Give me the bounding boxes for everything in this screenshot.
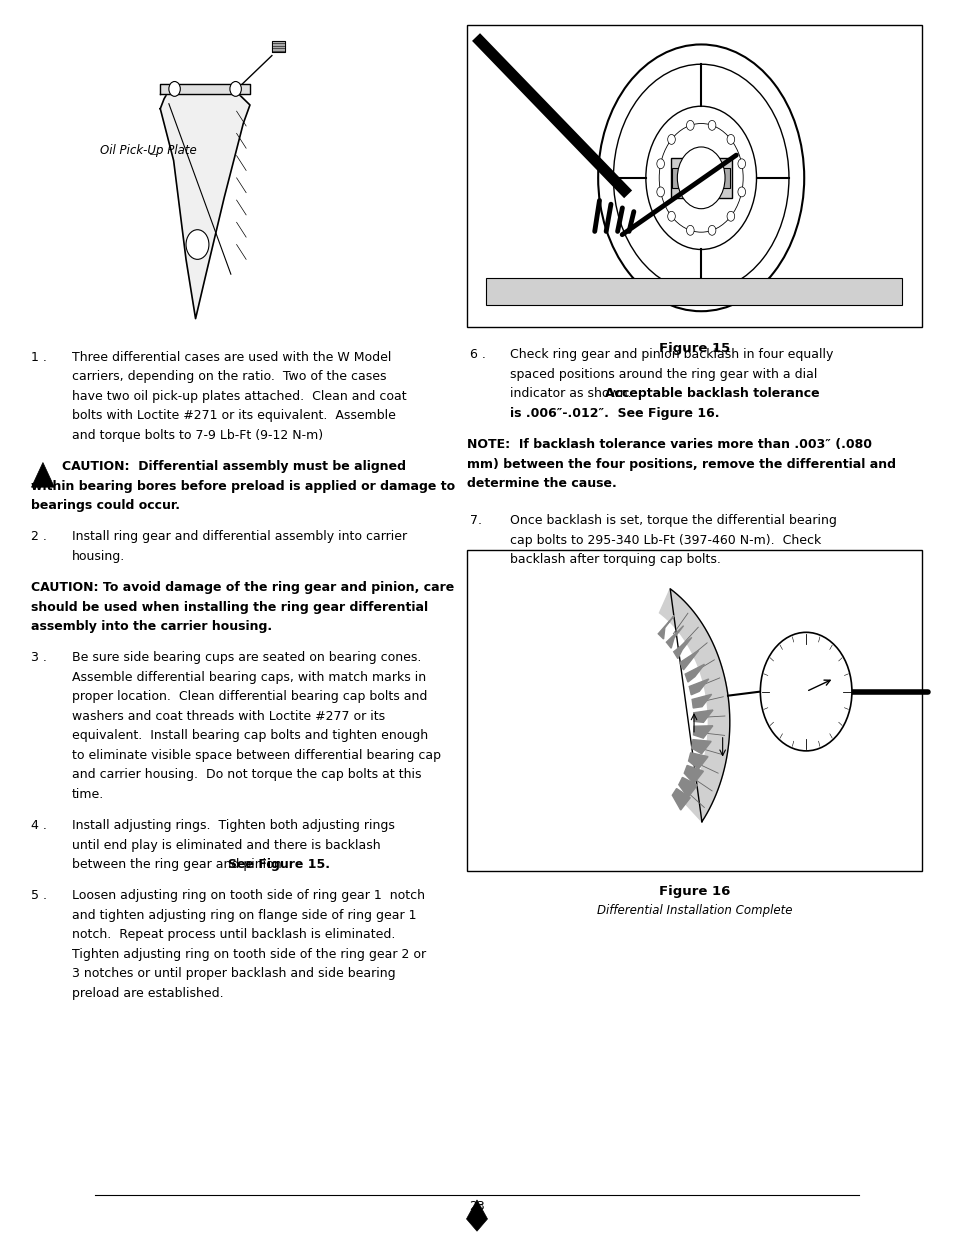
Text: 3 .: 3 .: [31, 651, 48, 664]
Polygon shape: [679, 651, 698, 669]
Text: Acceptable backlash tolerance: Acceptable backlash tolerance: [604, 388, 819, 400]
Text: and tighten adjusting ring on flange side of ring gear 1: and tighten adjusting ring on flange sid…: [71, 909, 416, 921]
Text: Figure 15: Figure 15: [659, 342, 729, 356]
Circle shape: [169, 82, 180, 96]
Text: is .006″-.012″.  See Figure 16.: is .006″-.012″. See Figure 16.: [510, 406, 720, 420]
Polygon shape: [684, 664, 703, 682]
Text: until end play is eliminated and there is backlash: until end play is eliminated and there i…: [71, 839, 380, 852]
Polygon shape: [679, 777, 697, 798]
Polygon shape: [160, 84, 250, 94]
Polygon shape: [31, 462, 54, 487]
Text: 4 .: 4 .: [27, 819, 47, 832]
Text: notch.  Repeat process until backlash is eliminated.: notch. Repeat process until backlash is …: [71, 929, 395, 941]
Bar: [670, 158, 731, 198]
Polygon shape: [693, 726, 712, 739]
Circle shape: [738, 186, 745, 196]
Text: carriers, depending on the ratio.  Two of the cases: carriers, depending on the ratio. Two of…: [71, 370, 386, 383]
Polygon shape: [672, 789, 690, 810]
Text: between the ring gear and pinion.: between the ring gear and pinion.: [71, 858, 293, 871]
Text: within bearing bores before preload is applied or damage to: within bearing bores before preload is a…: [31, 479, 456, 493]
Text: Check ring gear and pinion backlash in four equally: Check ring gear and pinion backlash in f…: [510, 348, 833, 362]
Text: should be used when installing the ring gear differential: should be used when installing the ring …: [31, 600, 428, 614]
Text: CAUTION: To avoid damage of the ring gear and pinion, care: CAUTION: To avoid damage of the ring gea…: [31, 580, 455, 594]
Text: Install adjusting rings.  Tighten both adjusting rings: Install adjusting rings. Tighten both ad…: [71, 819, 394, 832]
Polygon shape: [689, 679, 708, 695]
Text: Three differential cases are used with the W Model: Three differential cases are used with t…: [71, 351, 391, 364]
Text: Loosen adjusting ring on tooth side of ring gear 1  notch: Loosen adjusting ring on tooth side of r…: [71, 889, 424, 903]
Polygon shape: [688, 753, 707, 769]
Text: 23: 23: [469, 1200, 484, 1214]
Text: 1 .: 1 .: [31, 351, 48, 364]
Text: and torque bolts to 7-9 Lb-Ft (9-12 N-m): and torque bolts to 7-9 Lb-Ft (9-12 N-m): [71, 429, 322, 442]
Polygon shape: [272, 42, 285, 52]
Text: !: !: [41, 467, 45, 478]
Circle shape: [230, 82, 241, 96]
Polygon shape: [659, 589, 729, 821]
Text: and carrier housing.  Do not torque the cap bolts at this: and carrier housing. Do not torque the c…: [71, 768, 420, 782]
Circle shape: [738, 159, 745, 169]
Text: bolts with Loctite #271 or its equivalent.  Assemble: bolts with Loctite #271 or its equivalen…: [71, 409, 395, 422]
Polygon shape: [160, 94, 250, 319]
Text: CAUTION:  Differential assembly must be aligned: CAUTION: Differential assembly must be a…: [62, 459, 406, 473]
Polygon shape: [693, 710, 712, 722]
Polygon shape: [691, 740, 710, 753]
Text: Assemble differential bearing caps, with match marks in: Assemble differential bearing caps, with…: [71, 671, 425, 684]
Circle shape: [667, 135, 675, 144]
Circle shape: [707, 226, 715, 236]
Text: determine the cause.: determine the cause.: [467, 477, 617, 490]
Text: backlash after torquing cap bolts.: backlash after torquing cap bolts.: [510, 553, 720, 566]
Text: time.: time.: [71, 788, 104, 800]
Text: Figure 16: Figure 16: [659, 885, 729, 899]
Polygon shape: [673, 637, 691, 658]
Text: Install ring gear and differential assembly into carrier: Install ring gear and differential assem…: [71, 530, 406, 543]
Circle shape: [686, 120, 694, 130]
Circle shape: [656, 186, 663, 196]
Circle shape: [726, 211, 734, 221]
Text: washers and coat threads with Loctite #277 or its: washers and coat threads with Loctite #2…: [71, 710, 384, 722]
Circle shape: [656, 159, 663, 169]
Bar: [466, 25, 921, 327]
Text: NOTE:  If backlash tolerance varies more than .003″ (.080: NOTE: If backlash tolerance varies more …: [467, 438, 872, 451]
Text: spaced positions around the ring gear with a dial: spaced positions around the ring gear wi…: [510, 368, 817, 380]
Text: See Figure 15.: See Figure 15.: [229, 858, 330, 871]
Text: to eliminate visible space between differential bearing cap: to eliminate visible space between diffe…: [71, 748, 440, 762]
Text: Be sure side bearing cups are seated on bearing cones.: Be sure side bearing cups are seated on …: [71, 651, 420, 664]
Bar: [714, 168, 729, 188]
Text: bearings could occur.: bearings could occur.: [31, 499, 180, 513]
Text: housing.: housing.: [71, 550, 125, 563]
Polygon shape: [691, 694, 711, 708]
Circle shape: [186, 230, 209, 259]
Text: Once backlash is set, torque the differential bearing: Once backlash is set, torque the differe…: [510, 514, 837, 527]
Text: 5 .: 5 .: [31, 889, 48, 903]
Circle shape: [760, 632, 851, 751]
Text: assembly into the carrier housing.: assembly into the carrier housing.: [31, 620, 273, 634]
Text: indicator as shown.: indicator as shown.: [510, 388, 639, 400]
Text: 6 .: 6 .: [470, 348, 486, 362]
Circle shape: [707, 120, 715, 130]
Circle shape: [726, 135, 734, 144]
Text: Differential Installation Complete: Differential Installation Complete: [597, 904, 791, 918]
Bar: [672, 168, 687, 188]
Polygon shape: [466, 1200, 487, 1231]
Text: proper location.  Clean differential bearing cap bolts and: proper location. Clean differential bear…: [71, 690, 427, 703]
Text: equivalent.  Install bearing cap bolts and tighten enough: equivalent. Install bearing cap bolts an…: [71, 730, 427, 742]
Polygon shape: [683, 766, 702, 783]
Bar: [466, 550, 921, 871]
Circle shape: [677, 147, 724, 209]
Text: cap bolts to 295-340 Lb-Ft (397-460 N-m).  Check: cap bolts to 295-340 Lb-Ft (397-460 N-m)…: [510, 534, 821, 547]
Text: Tighten adjusting ring on tooth side of the ring gear 2 or: Tighten adjusting ring on tooth side of …: [71, 947, 425, 961]
Text: preload are established.: preload are established.: [71, 987, 223, 1000]
Text: have two oil pick-up plates attached.  Clean and coat: have two oil pick-up plates attached. Cl…: [71, 390, 406, 403]
Circle shape: [667, 211, 675, 221]
Polygon shape: [658, 615, 674, 638]
Text: 2 .: 2 .: [31, 530, 48, 543]
Text: Oil Pick-Up Plate: Oil Pick-Up Plate: [100, 144, 196, 157]
Bar: [485, 278, 902, 305]
Text: mm) between the four positions, remove the differential and: mm) between the four positions, remove t…: [467, 457, 896, 471]
Circle shape: [686, 226, 694, 236]
Polygon shape: [666, 626, 683, 648]
Text: 7.: 7.: [470, 514, 482, 527]
Text: 3 notches or until proper backlash and side bearing: 3 notches or until proper backlash and s…: [71, 967, 395, 981]
